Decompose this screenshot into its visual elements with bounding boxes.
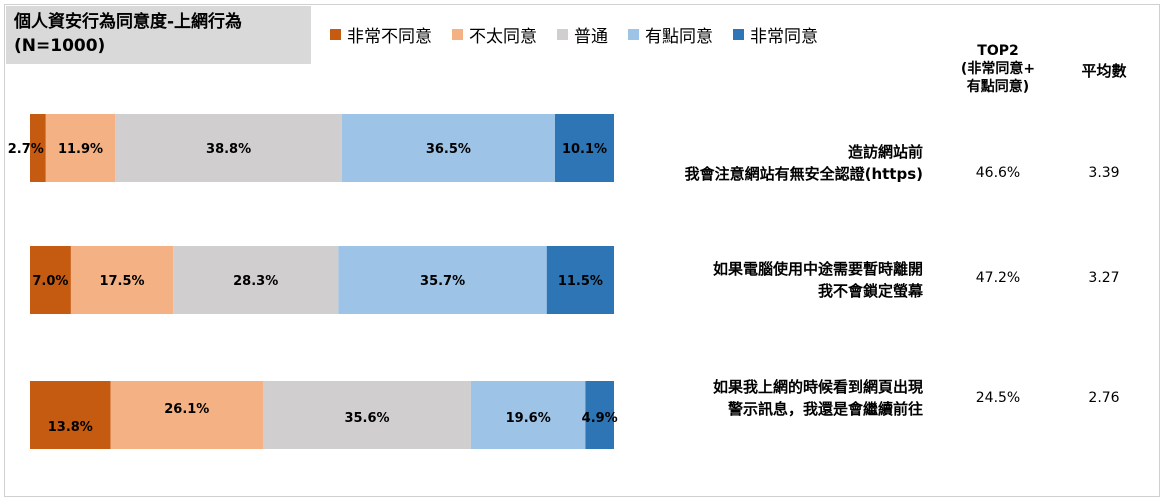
question-label-line1: 如果電腦使用中途需要暫時離開 xyxy=(712,260,923,278)
top2-header-line2: (非常同意+ xyxy=(960,61,1036,77)
question-label-line1: 如果我上網的時候看到網頁出現 xyxy=(712,378,923,396)
legend-label: 非常同意 xyxy=(750,26,818,47)
bar-segment-somewhat-agree-row3 xyxy=(470,381,586,449)
bar-segment-disagree-row3 xyxy=(110,381,263,449)
data-label-neutral-row2: 28.3% xyxy=(233,274,278,289)
bar-segment-strongly-disagree-row2 xyxy=(30,246,71,314)
data-label-strongly-agree-row1: 10.1% xyxy=(562,142,607,157)
legend-label: 普通 xyxy=(574,26,608,47)
bar-segment-somewhat-agree-row2 xyxy=(338,246,547,314)
legend-swatch xyxy=(557,28,568,40)
data-label-neutral-row3: 35.6% xyxy=(344,411,389,426)
average-value-1: 3.39 xyxy=(1088,165,1120,181)
top2-header-line3: 有點同意) xyxy=(966,79,1030,95)
legend-item-somewhat-agree: 有點同意 xyxy=(628,20,713,48)
legend-item-disagree: 不太同意 xyxy=(452,20,537,48)
data-label-strongly-disagree-row3: 13.8% xyxy=(48,420,93,435)
legend-swatch xyxy=(733,28,744,40)
top2-column-header: TOP2 (非常同意+ 有點同意) xyxy=(944,42,1052,96)
data-label-somewhat-agree-row3: 19.6% xyxy=(506,411,551,426)
data-label-strongly-disagree-row2: 7.0% xyxy=(32,274,68,289)
bar-segment-neutral-row1 xyxy=(115,114,342,182)
legend-swatch xyxy=(330,28,341,40)
legend-swatch xyxy=(452,28,463,40)
question-label-line2: 我會注意網站有無安全認證(https) xyxy=(684,165,923,183)
data-label-disagree-row2: 17.5% xyxy=(99,274,144,289)
data-label-neutral-row1: 38.8% xyxy=(206,142,251,157)
top2-value-1: 46.6% xyxy=(975,165,1021,181)
top2-value-3: 24.5% xyxy=(975,390,1021,406)
bar-segment-neutral-row3 xyxy=(263,381,471,449)
bar-segment-strongly-agree-row3 xyxy=(585,381,614,449)
bar-segment-strongly-disagree-row3 xyxy=(30,381,111,449)
legend-swatch xyxy=(628,28,639,40)
data-label-strongly-agree-row3: 4.9% xyxy=(582,411,618,426)
legend-item-strongly-agree: 非常同意 xyxy=(733,20,818,48)
legend-label: 不太同意 xyxy=(469,26,537,47)
chart-title-line2: (N=1000) xyxy=(14,36,106,56)
data-label-somewhat-agree-row2: 35.7% xyxy=(420,274,465,289)
data-label-disagree-row3: 26.1% xyxy=(164,402,209,417)
data-label-strongly-agree-row2: 11.5% xyxy=(558,274,603,289)
average-value-3: 2.76 xyxy=(1088,390,1120,406)
chart-title: 個人資安行為同意度-上網行為 (N=1000) xyxy=(6,6,311,64)
data-label-somewhat-agree-row1: 36.5% xyxy=(426,142,471,157)
bar-segment-strongly-agree-row1 xyxy=(555,114,614,182)
legend-item-neutral: 普通 xyxy=(557,20,608,48)
bar-segment-disagree-row2 xyxy=(70,246,174,314)
data-label-strongly-disagree-row1: 2.7% xyxy=(8,142,44,157)
bar-segment-strongly-disagree-row1 xyxy=(30,114,46,182)
question-label-3: 如果我上網的時候看到網頁出現 警示訊息，我還是會繼續前往 xyxy=(713,376,923,420)
top2-header-line1: TOP2 xyxy=(977,43,1019,59)
legend-label: 有點同意 xyxy=(645,26,713,47)
top2-value-2: 47.2% xyxy=(975,270,1021,286)
bar-segment-neutral-row2 xyxy=(173,246,339,314)
chart-frame xyxy=(4,4,1160,497)
bar-segment-strongly-agree-row2 xyxy=(546,246,614,314)
bar-segment-disagree-row1 xyxy=(45,114,116,182)
average-column-header: 平均數 xyxy=(1081,62,1127,80)
question-label-line2: 我不會鎖定螢幕 xyxy=(817,282,923,300)
legend-item-strongly-disagree: 非常不同意 xyxy=(330,20,432,48)
question-label-line2: 警示訊息，我還是會繼續前往 xyxy=(727,400,923,418)
question-label-line1: 造訪網站前 xyxy=(847,143,923,161)
average-value-2: 3.27 xyxy=(1088,270,1120,286)
question-label-1: 造訪網站前 我會注意網站有無安全認證(https) xyxy=(685,141,923,185)
bar-segment-somewhat-agree-row1 xyxy=(341,114,556,182)
chart-title-line1: 個人資安行為同意度-上網行為 xyxy=(14,12,243,32)
question-label-2: 如果電腦使用中途需要暫時離開 我不會鎖定螢幕 xyxy=(713,258,923,302)
legend: 非常不同意 不太同意 普通 有點同意 非常同意 xyxy=(330,20,838,48)
data-label-disagree-row1: 11.9% xyxy=(58,142,103,157)
legend-label: 非常不同意 xyxy=(347,26,432,47)
